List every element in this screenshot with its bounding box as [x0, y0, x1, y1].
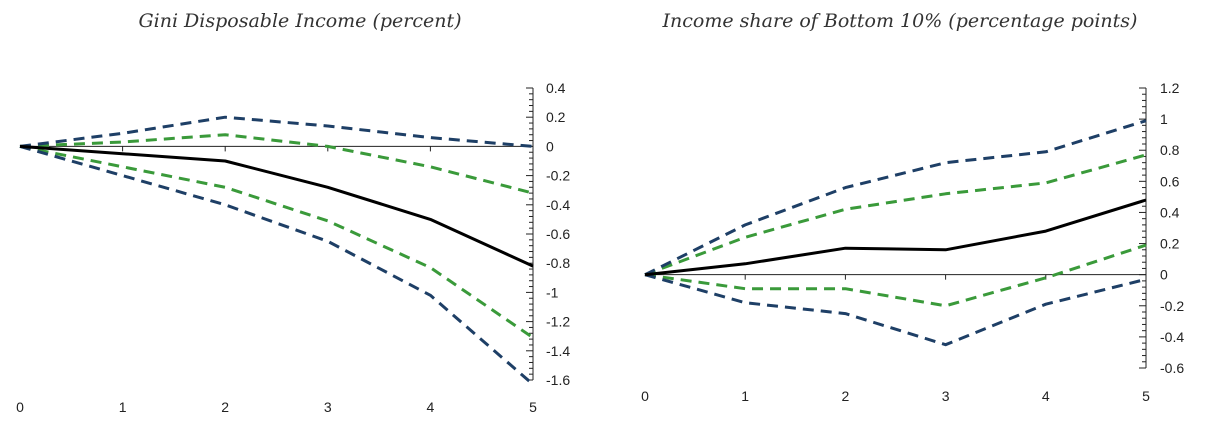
- chart0-y-tick-label: -0.6: [546, 226, 570, 242]
- chart0-y-tick-label: -1.4: [546, 343, 570, 359]
- chart1-x-tick-label: 1: [741, 388, 749, 404]
- chart1-x-tick-label: 5: [1142, 388, 1150, 404]
- chart1-y-tick-label: -0.4: [1160, 329, 1184, 345]
- chart1-x-tick-label: 3: [942, 388, 950, 404]
- chart-title-gini: Gini Disposable Income (percent): [138, 10, 462, 32]
- chart1-y-tick-label: 1.2: [1160, 80, 1180, 96]
- chart1-y-tick-label: 1: [1160, 111, 1168, 127]
- chart0-series-line-1: [19, 133, 534, 195]
- chart0-y-tick-label: -0.4: [546, 197, 570, 213]
- chart-title-bottom10: Income share of Bottom 10% (percentage p…: [662, 10, 1138, 32]
- chart1-y-tick-label: -0.2: [1160, 298, 1184, 314]
- chart1-y-tick-label: -0.6: [1160, 360, 1184, 376]
- chart1-y-tick-label: 0.6: [1160, 173, 1180, 189]
- chart0-y-tick-label: -1.6: [546, 372, 570, 388]
- chart1-series-line-1: [644, 153, 1147, 277]
- chart0-x-tick-label: 2: [221, 399, 229, 415]
- chart0-series-line-0: [19, 144, 534, 268]
- chart0-x-tick-label: 3: [324, 399, 332, 415]
- chart1-series-line-4: [644, 273, 1147, 347]
- chart0-y-tick-label: 0.2: [546, 109, 566, 125]
- chart0-y-tick-label: 0.4: [546, 80, 566, 96]
- chart0-series-line-4: [19, 144, 534, 386]
- chart1-y-tick-label: 0: [1160, 267, 1168, 283]
- chart1-x-tick-label: 2: [842, 388, 850, 404]
- chart0-x-tick-label: 0: [16, 399, 24, 415]
- chart1-y-tick-label: 0.8: [1160, 142, 1180, 158]
- chart0-series-line-3: [19, 115, 534, 148]
- chart0-y-tick-label: -1: [546, 284, 559, 300]
- chart0-x-tick-label: 4: [427, 399, 435, 415]
- chart0-x-tick-label: 1: [119, 399, 127, 415]
- chart1-y-tick-label: 0.2: [1160, 236, 1180, 252]
- chart1-series-line-0: [644, 198, 1147, 277]
- chart0-y-tick-label: 0: [546, 138, 554, 154]
- chart1-y-tick-label: 0.4: [1160, 204, 1180, 220]
- chart1-x-tick-label: 4: [1042, 388, 1050, 404]
- chart0-y-tick-label: -1.2: [546, 314, 570, 330]
- chart0-series-line-2: [19, 144, 534, 339]
- chart0-x-tick-label: 5: [529, 399, 537, 415]
- chart1-series-line-3: [644, 119, 1147, 277]
- chart1-x-tick-label: 0: [641, 388, 649, 404]
- chart0-y-tick-label: -0.8: [546, 255, 570, 271]
- chart1-series-line-2: [644, 243, 1147, 308]
- chart0-y-tick-label: -0.2: [546, 168, 570, 184]
